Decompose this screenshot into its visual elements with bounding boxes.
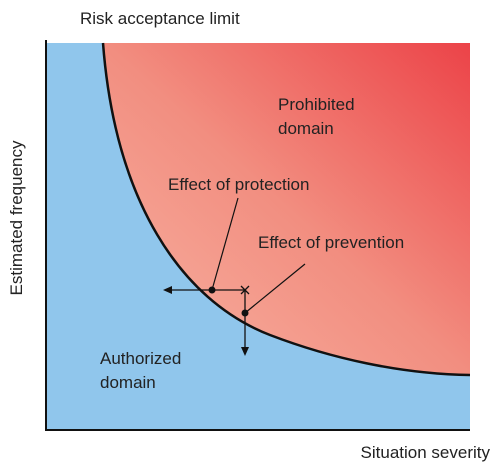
- point: [208, 286, 216, 294]
- prevention-label: Effect of prevention: [258, 233, 404, 252]
- leader-line: [211, 197, 239, 291]
- origin-mark: [240, 285, 250, 295]
- point: [241, 309, 249, 317]
- protection-label: Effect of protection: [168, 175, 309, 194]
- risk-curve: [101, 42, 471, 377]
- arrow-head: [163, 286, 172, 294]
- prohibited-label: Prohibited: [278, 95, 355, 114]
- authorized-label: Authorized: [100, 349, 181, 368]
- authorized-label: domain: [100, 373, 156, 392]
- prohibited-region: [103, 43, 470, 375]
- x-axis-label: Situation severity: [361, 443, 491, 462]
- prohibited-label: domain: [278, 119, 334, 138]
- title: Risk acceptance limit: [80, 9, 240, 28]
- leader-line: [244, 263, 306, 314]
- y-axis-label: Estimated frequency: [7, 140, 26, 295]
- arrow-head: [241, 347, 249, 356]
